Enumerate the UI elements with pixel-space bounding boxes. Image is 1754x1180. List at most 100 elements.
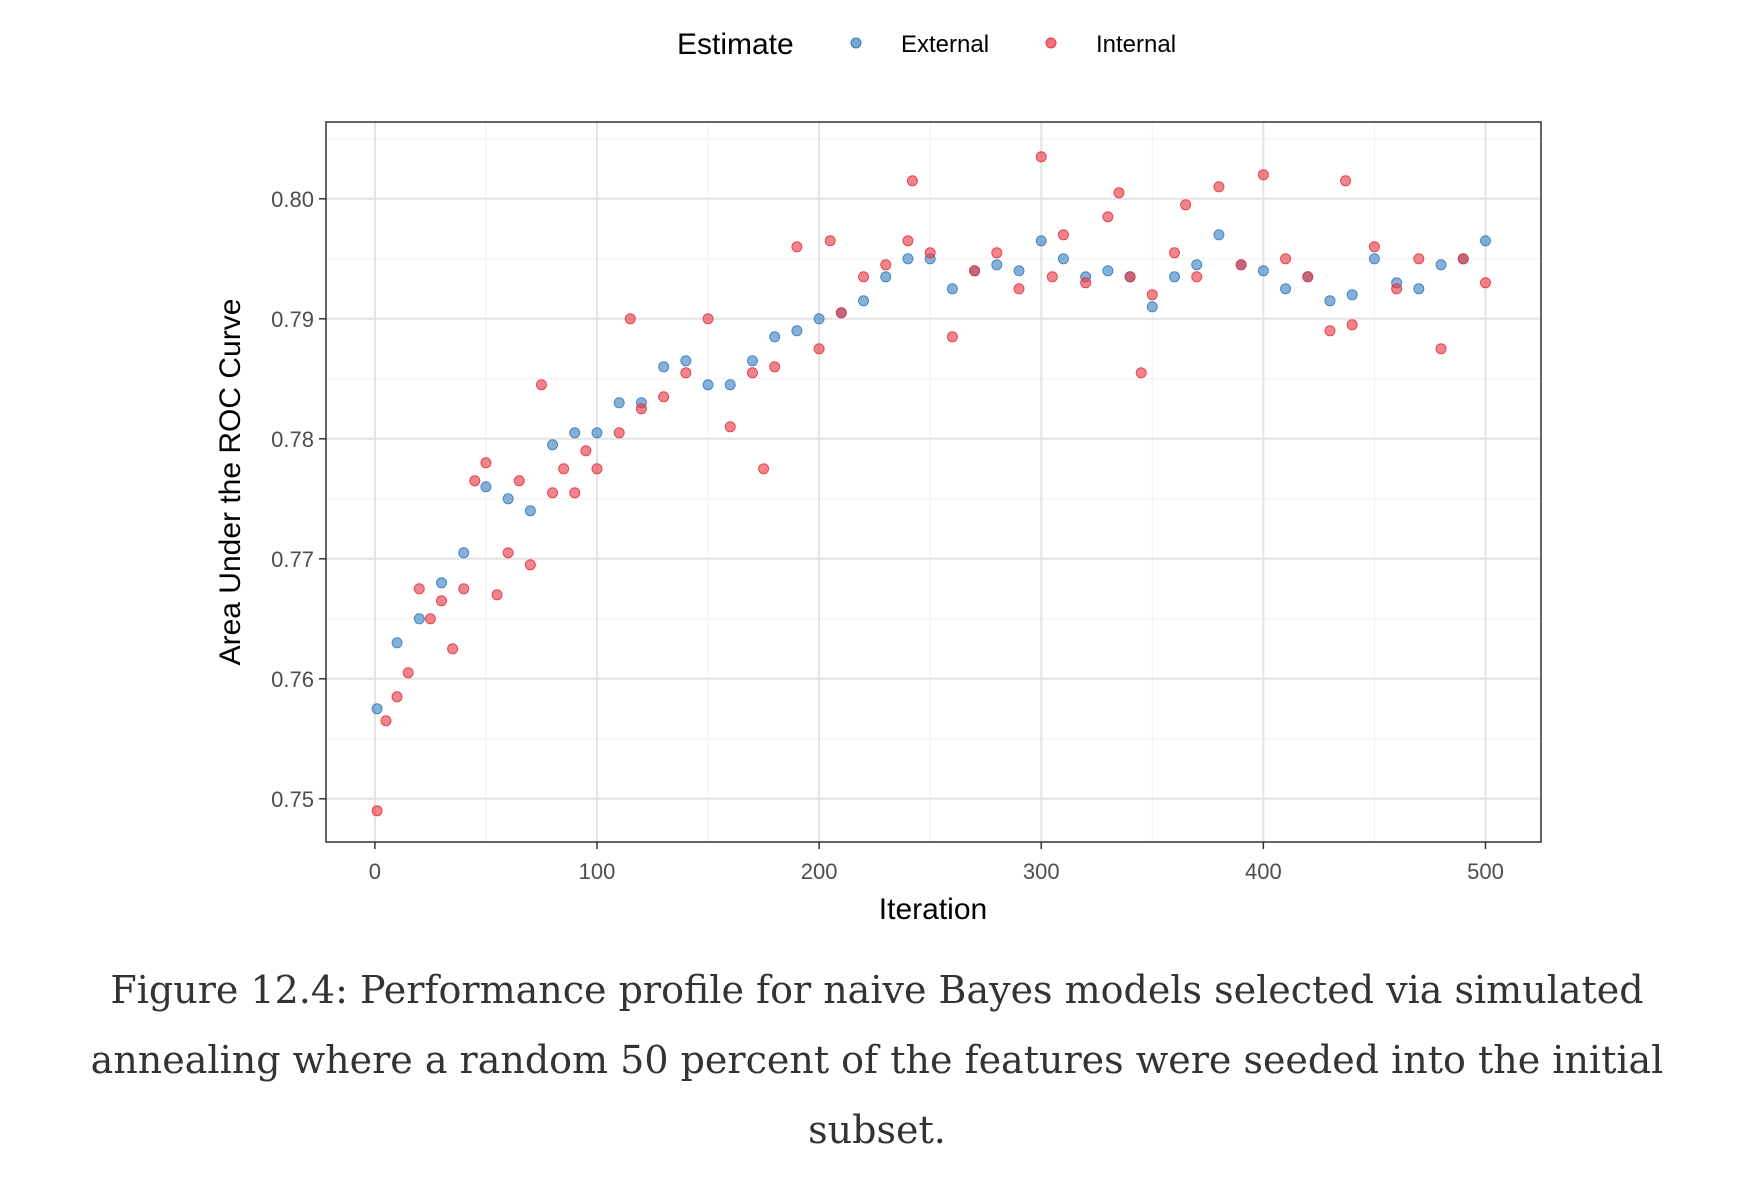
data-point-internal xyxy=(1479,277,1491,289)
data-point-internal xyxy=(402,667,414,679)
data-point-internal xyxy=(1180,199,1192,211)
data-point-external xyxy=(1191,259,1203,271)
data-point-external xyxy=(413,613,425,625)
data-point-internal xyxy=(535,379,547,391)
data-point-internal xyxy=(580,445,592,457)
data-point-external xyxy=(1368,253,1380,265)
data-point-internal xyxy=(746,367,758,379)
data-point-external xyxy=(1057,253,1069,265)
data-point-internal xyxy=(1113,187,1125,199)
data-point-external xyxy=(1013,265,1025,277)
data-point-external xyxy=(458,547,470,559)
plot-panel-border xyxy=(325,121,1542,843)
data-point-external xyxy=(858,295,870,307)
data-point-internal xyxy=(371,805,383,817)
data-point-internal xyxy=(591,463,603,475)
figure-caption: Figure 12.4: Performance profile for nai… xyxy=(90,968,1664,1152)
y-tick-label: 0.79 xyxy=(271,307,314,332)
data-point-internal xyxy=(924,247,936,259)
data-point-internal xyxy=(1280,253,1292,265)
data-point-external xyxy=(1346,289,1358,301)
data-point-external xyxy=(436,577,448,589)
data-point-external xyxy=(591,427,603,439)
data-point-external xyxy=(1413,283,1425,295)
data-point-internal xyxy=(813,343,825,355)
data-point-internal xyxy=(1135,367,1147,379)
data-point-internal xyxy=(1057,229,1069,241)
data-point-internal xyxy=(880,259,892,271)
x-tick-label: 300 xyxy=(1023,859,1060,884)
data-point-external xyxy=(524,505,536,517)
data-point-external xyxy=(1213,229,1225,241)
data-point-external xyxy=(1035,235,1047,247)
data-point-external xyxy=(1102,265,1114,277)
data-point-internal xyxy=(1368,241,1380,253)
x-tick-label: 500 xyxy=(1467,859,1504,884)
data-point-internal xyxy=(724,421,736,433)
data-point-external xyxy=(724,379,736,391)
y-axis-title: Area Under the ROC Curve xyxy=(214,299,247,666)
data-point-internal xyxy=(1413,253,1425,265)
data-point-internal xyxy=(991,247,1003,259)
data-point-internal xyxy=(624,313,636,325)
data-point-internal xyxy=(946,331,958,343)
data-point-internal xyxy=(380,715,392,727)
data-point-external xyxy=(391,637,403,649)
data-point-external xyxy=(1257,265,1269,277)
legend-key-external xyxy=(850,37,862,49)
x-tick-label: 400 xyxy=(1245,859,1282,884)
data-point-external xyxy=(791,325,803,337)
data-point-internal xyxy=(569,487,581,499)
y-tick-label: 0.75 xyxy=(271,787,314,812)
data-point-internal xyxy=(1302,271,1314,283)
data-point-internal xyxy=(1169,247,1181,259)
data-point-external xyxy=(746,355,758,367)
data-point-internal xyxy=(558,463,570,475)
data-point-external xyxy=(1169,271,1181,283)
data-point-internal xyxy=(502,547,514,559)
data-point-external xyxy=(1146,301,1158,313)
data-point-internal xyxy=(906,175,918,187)
gridlines xyxy=(326,122,1541,842)
data-point-internal xyxy=(680,367,692,379)
data-point-internal xyxy=(1102,211,1114,223)
data-point-internal xyxy=(447,643,459,655)
data-point-internal xyxy=(658,391,670,403)
legend-label-internal: Internal xyxy=(1096,31,1176,58)
data-point-internal xyxy=(469,475,481,487)
x-tick-label: 200 xyxy=(801,859,838,884)
data-point-internal xyxy=(635,403,647,415)
data-point-internal xyxy=(391,691,403,703)
data-point-internal xyxy=(758,463,770,475)
data-point-internal xyxy=(1035,151,1047,163)
data-point-internal xyxy=(1191,271,1203,283)
data-point-internal xyxy=(969,265,981,277)
data-point-internal xyxy=(902,235,914,247)
data-point-external xyxy=(991,259,1003,271)
legend-key-internal xyxy=(1045,37,1057,49)
data-point-internal xyxy=(513,475,525,487)
x-tick-label: 100 xyxy=(579,859,616,884)
data-point-internal xyxy=(769,361,781,373)
y-tick-label: 0.78 xyxy=(271,427,314,452)
data-point-internal xyxy=(1391,283,1403,295)
x-axis-title: Iteration xyxy=(879,893,987,926)
data-point-external xyxy=(371,703,383,715)
legend: Estimate External Internal xyxy=(677,28,1176,61)
y-tick-label: 0.80 xyxy=(271,187,314,212)
data-point-internal xyxy=(1235,259,1247,271)
data-point-external xyxy=(813,313,825,325)
data-point-external xyxy=(769,331,781,343)
data-point-external xyxy=(480,481,492,493)
data-point-internal xyxy=(858,271,870,283)
data-point-internal xyxy=(1346,319,1358,331)
data-point-external xyxy=(1280,283,1292,295)
data-point-external xyxy=(680,355,692,367)
data-point-internal xyxy=(1257,169,1269,181)
data-point-internal xyxy=(413,583,425,595)
data-point-internal xyxy=(547,487,559,499)
x-tick-label: 0 xyxy=(369,859,381,884)
y-tick-label: 0.77 xyxy=(271,547,314,572)
legend-title: Estimate xyxy=(677,28,794,61)
data-point-external xyxy=(880,271,892,283)
